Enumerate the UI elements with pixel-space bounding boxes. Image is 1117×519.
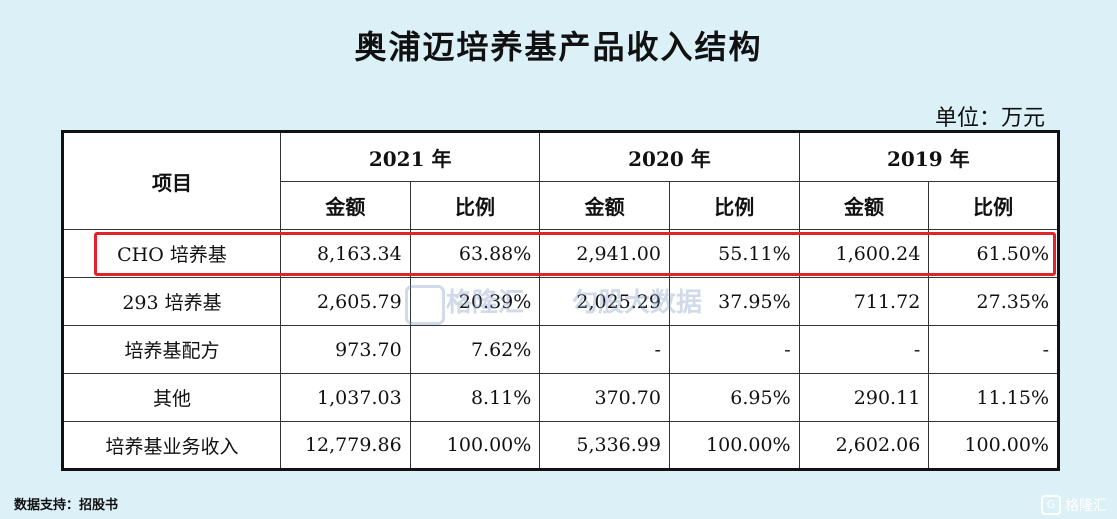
year-header: 2020 年 — [539, 131, 800, 182]
table-cell: 711.72 — [798, 277, 930, 326]
table-cell: 12,779.86 — [280, 421, 411, 470]
table-row: 其他 1,037.03 8.11% 370.70 6.95% 290.11 11… — [62, 373, 1059, 422]
ratio-header: 比例 — [409, 181, 541, 230]
table-cell: 2,602.06 — [798, 421, 930, 470]
year-header: 2019 年 — [798, 131, 1060, 182]
unit-label: 单位：万元 — [934, 106, 1045, 131]
table-row: CHO 培养基 8,163.34 63.88% 2,941.00 55.11% … — [62, 229, 1059, 278]
table-cell: 290.11 — [798, 373, 930, 422]
table-cell: 27.35% — [928, 277, 1059, 326]
table-cell: - — [539, 325, 670, 374]
row-name: 培养基业务收入 — [62, 421, 281, 470]
table-cell: 5,336.99 — [539, 421, 670, 470]
amount-header: 金额 — [539, 181, 670, 230]
table-cell: 8,163.34 — [280, 229, 411, 278]
table-cell: 11.15% — [928, 373, 1059, 422]
ratio-header: 比例 — [928, 181, 1059, 230]
table-cell: 973.70 — [280, 325, 411, 374]
table-cell: 1,600.24 — [798, 229, 930, 278]
revenue-table: 项目 2021 年 2020 年 2019 年 金额 比例 金额 比例 金额 比… — [61, 130, 1060, 471]
table-cell: 100.00% — [668, 421, 800, 470]
ratio-header: 比例 — [668, 181, 800, 230]
table-cell: 1,037.03 — [280, 373, 411, 422]
table-cell: 55.11% — [668, 229, 800, 278]
chart-title: 奥浦迈培养基产品收入结构 — [354, 28, 763, 66]
row-header: 项目 — [62, 131, 281, 230]
table-row: 培养基配方 973.70 7.62% - - - - — [62, 325, 1059, 374]
table-cell: - — [928, 325, 1059, 374]
table-cell: 2,025.29 — [539, 277, 670, 326]
source-note: 数据支持：招股书 — [14, 498, 119, 513]
table-cell: 8.11% — [409, 373, 541, 422]
table-cell: - — [668, 325, 800, 374]
row-name: 其他 — [62, 373, 281, 422]
table-cell: 370.70 — [539, 373, 670, 422]
year-header: 2021 年 — [279, 131, 541, 182]
table-cell: - — [798, 325, 930, 374]
row-name: CHO 培养基 — [62, 229, 281, 278]
row-name: 培养基配方 — [62, 325, 281, 374]
table-cell: 100.00% — [409, 421, 541, 470]
watermark-left: 格隆汇 — [446, 288, 525, 318]
row-name: 293 培养基 — [62, 277, 281, 326]
brand-logo: G 格隆汇 — [1041, 495, 1107, 515]
table-cell: 63.88% — [409, 229, 541, 278]
table-row: 培养基业务收入 12,779.86 100.00% 5,336.99 100.0… — [62, 421, 1059, 470]
table-cell: 20.39% — [409, 277, 541, 326]
table-cell: 61.50% — [928, 229, 1059, 278]
watermark-right: 勾股大数据 — [572, 288, 703, 318]
amount-header: 金额 — [280, 181, 411, 230]
table-cell: 7.62% — [409, 325, 541, 374]
watermark-logo-icon — [405, 285, 445, 325]
table-cell: 2,605.79 — [280, 277, 411, 326]
logo-text: 格隆汇 — [1065, 498, 1107, 514]
amount-header: 金额 — [798, 181, 930, 230]
table-cell: 2,941.00 — [539, 229, 670, 278]
table-cell: 100.00% — [928, 421, 1059, 470]
table-row: 293 培养基 2,605.79 20.39% 2,025.29 37.95% … — [62, 277, 1059, 326]
logo-icon: G — [1041, 495, 1061, 515]
table-cell: 6.95% — [668, 373, 800, 422]
